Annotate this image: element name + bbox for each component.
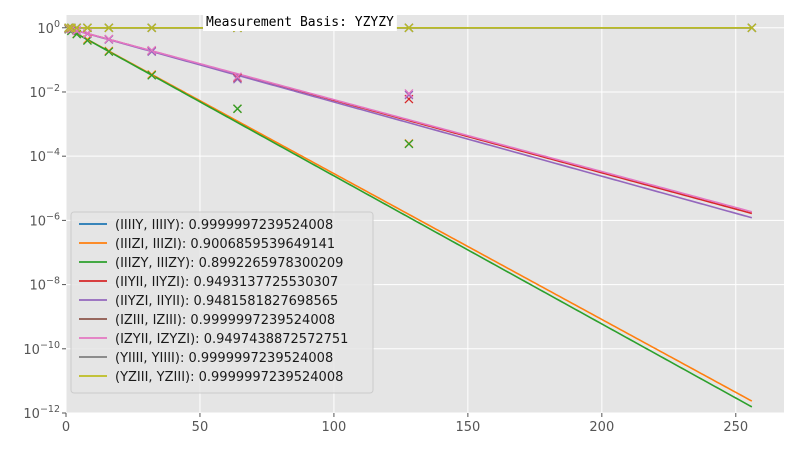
series-marker-8 [82, 23, 92, 33]
series-marker-6 [404, 88, 414, 98]
series-marker-2 [147, 70, 157, 80]
series-marker-4 [233, 74, 242, 84]
y-tick-label: 10−4 [29, 147, 60, 165]
series-marker-6 [66, 24, 76, 34]
legend-entry-5: (IZIII, IZIII): 0.9999997239524008 [115, 313, 335, 328]
legend-entry-7: (YIIII, YIIII): 0.9999997239524008 [115, 351, 333, 366]
y-tick-label: 10−6 [29, 211, 60, 229]
legend-entry-3: (IIYII, IIYZI): 0.9493137725530307 [115, 275, 338, 290]
series-lines [68, 26, 753, 408]
y-tick-label: 100 [37, 19, 60, 37]
y-tick-label: 10−12 [23, 404, 60, 422]
series-marker-2 [82, 36, 92, 46]
x-tick-label: 50 [192, 420, 209, 435]
y-tick-label: 10−2 [29, 83, 60, 101]
series-marker-2 [233, 104, 242, 114]
series-marker-4 [147, 47, 157, 57]
series-marker-3 [233, 73, 242, 83]
legend-entry-0: (IIIIY, IIIIY): 0.9999997239524008 [115, 218, 333, 233]
series-line-4 [68, 27, 753, 219]
chart-title-background [203, 13, 397, 31]
series-marker-6 [72, 26, 82, 36]
series-marker-8 [104, 23, 114, 33]
series-line-6 [68, 27, 753, 213]
legend-entry-1: (IIIZI, IIIZI): 0.9006859539649141 [115, 237, 335, 252]
series-line-2 [68, 28, 753, 408]
series-marker-8 [404, 23, 414, 33]
series-marker-8 [747, 23, 757, 33]
legend-entry-4: (IIYZI, IIYII): 0.9481581827698565 [115, 294, 338, 309]
axis-ticks: 0 50 100 150 200 250 100 10−2 10−4 10−6 10−8 10−10 1… [23, 19, 748, 435]
legend-entry-2: (IIIZY, IIIZY): 0.8992265978300209 [115, 256, 343, 271]
y-tick-label: 10−10 [23, 340, 60, 358]
series-marker-2 [104, 47, 114, 57]
series-marker-2 [404, 139, 414, 149]
chart-title-group: Measurement Basis: YZYZY [203, 13, 397, 31]
series-marker-6 [104, 34, 114, 44]
chart-title: Measurement Basis: YZYZY [206, 15, 394, 30]
legend-entry-8: (YZIII, YZIII): 0.9999997239524008 [115, 370, 343, 385]
series-marker-6 [233, 72, 242, 82]
series-marker-8 [147, 23, 157, 33]
series-marker-8 [64, 23, 74, 33]
y-tick-label: 10−8 [29, 276, 60, 294]
x-tick-label: 0 [62, 420, 70, 435]
series-marker-6 [147, 45, 157, 55]
x-tick-label: 150 [455, 420, 480, 435]
x-tick-label: 100 [321, 420, 346, 435]
series-marker-8 [72, 23, 82, 33]
legend-box [70, 211, 374, 394]
legend: (IIIIY, IIIIY): 0.9999997239524008 (IIIZI… [70, 211, 374, 394]
series-marker-4 [404, 90, 414, 100]
x-tick-label: 200 [589, 420, 614, 435]
legend-entry-6: (IZYII, IZYZI): 0.9497438872572751 [115, 332, 348, 347]
x-tick-label: 250 [723, 420, 748, 435]
series-line-1 [68, 28, 753, 402]
